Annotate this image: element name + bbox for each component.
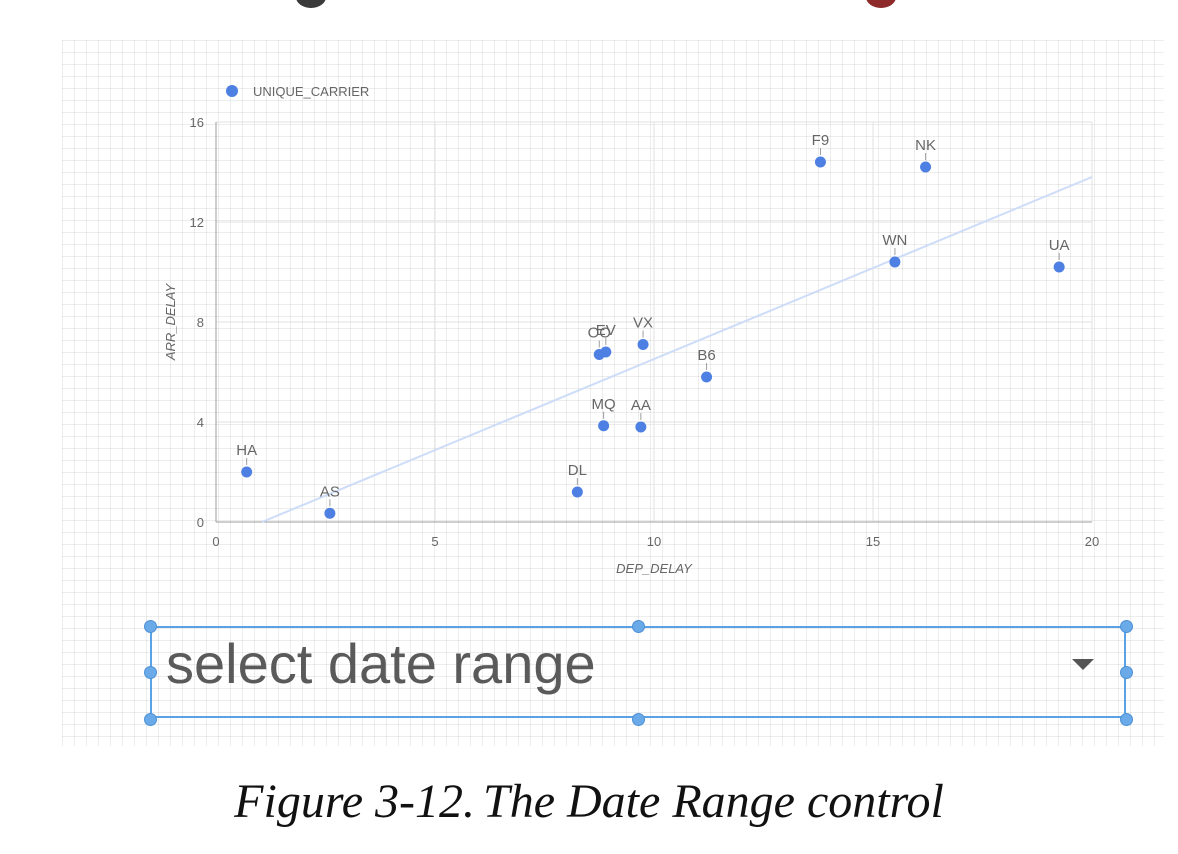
y-tick-label: 8 xyxy=(197,315,204,330)
x-tick-label: 10 xyxy=(647,534,661,549)
top-red-shape xyxy=(866,0,896,8)
x-axis-title: DEP_DELAY xyxy=(616,561,693,576)
top-dark-shape xyxy=(296,0,326,8)
dropdown-arrow-icon[interactable] xyxy=(1072,659,1094,670)
y-tick-label: 4 xyxy=(197,415,204,430)
trend-line xyxy=(261,176,1093,523)
legend-label: UNIQUE_CARRIER xyxy=(253,84,369,99)
data-label: F9 xyxy=(812,132,830,149)
data-point[interactable] xyxy=(1053,261,1065,273)
report-canvas xyxy=(62,40,1164,746)
resize-handle-middle-right[interactable] xyxy=(1120,666,1133,679)
y-tick-label: 0 xyxy=(197,515,204,530)
resize-handle-bottom-middle[interactable] xyxy=(632,713,645,726)
figure-number: Figure 3-12. xyxy=(234,775,476,828)
data-label: B6 xyxy=(697,347,715,364)
data-label: HA xyxy=(236,442,257,459)
data-label: OO xyxy=(588,325,611,342)
y-tick-label: 16 xyxy=(190,115,204,130)
data-point[interactable] xyxy=(241,466,253,478)
y-tick-label: 12 xyxy=(190,215,204,230)
date-range-placeholder: select date range xyxy=(166,632,596,695)
data-point[interactable] xyxy=(701,371,713,383)
resize-handle-top-left[interactable] xyxy=(144,620,157,633)
data-label: NK xyxy=(915,137,936,154)
data-point[interactable] xyxy=(635,421,647,433)
figure-caption: Figure 3-12. The Date Range control xyxy=(0,774,1178,829)
data-label: AS xyxy=(320,483,340,500)
date-range-control[interactable]: select date range xyxy=(150,626,1126,718)
data-label: EV xyxy=(596,322,616,339)
data-point[interactable] xyxy=(571,486,583,498)
resize-handle-top-right[interactable] xyxy=(1120,620,1133,633)
data-label: MQ xyxy=(592,396,616,413)
figure-title: The Date Range control xyxy=(483,775,944,828)
legend-marker xyxy=(226,85,238,97)
x-tick-label: 15 xyxy=(866,534,880,549)
resize-handle-bottom-left[interactable] xyxy=(144,713,157,726)
data-label: WN xyxy=(882,232,907,249)
x-tick-label: 5 xyxy=(431,534,438,549)
x-tick-label: 0 xyxy=(212,534,219,549)
data-point[interactable] xyxy=(324,507,336,519)
data-label: DL xyxy=(568,462,587,479)
data-point[interactable] xyxy=(598,420,610,432)
resize-handle-top-middle[interactable] xyxy=(632,620,645,633)
y-axis-title: ARR_DELAY xyxy=(163,282,178,361)
scatter-chart[interactable]: 0 5 10 15 20 0 4 8 12 16 DEP_DELAY ARR_DELAY UNIQUE_… xyxy=(0,0,1178,600)
x-tick-label: 20 xyxy=(1085,534,1099,549)
data-point[interactable] xyxy=(920,161,932,173)
data-point[interactable] xyxy=(637,339,649,350)
resize-handle-bottom-right[interactable] xyxy=(1120,713,1133,726)
resize-handle-middle-left[interactable] xyxy=(144,666,157,679)
data-label: VX xyxy=(633,315,653,332)
data-label: AA xyxy=(631,397,651,414)
data-point[interactable] xyxy=(814,156,826,168)
data-point[interactable] xyxy=(889,256,901,268)
data-label: UA xyxy=(1049,237,1070,254)
data-point[interactable] xyxy=(600,346,612,358)
